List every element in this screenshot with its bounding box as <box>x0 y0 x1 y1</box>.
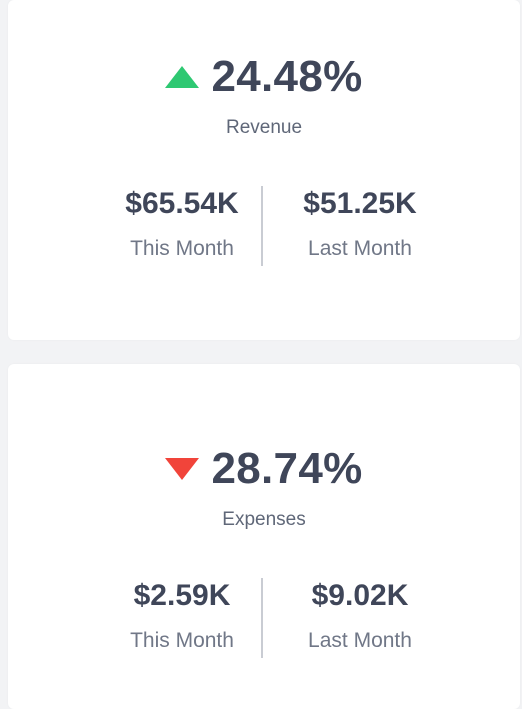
revenue-last-month-label: Last Month <box>308 237 412 260</box>
expenses-change-percent: 28.74% <box>211 444 363 493</box>
expenses-last-month: $9.02K Last Month <box>240 578 480 654</box>
revenue-stats: $65.54K This Month $51.25K Last Month <box>8 186 520 270</box>
expenses-this-month-value: $2.59K <box>133 579 231 612</box>
revenue-change-percent: 24.48% <box>211 52 363 101</box>
revenue-label: Revenue <box>225 117 303 138</box>
expenses-this-month: $2.59K This Month <box>62 578 302 654</box>
stats-divider <box>261 186 263 266</box>
trend-down-arrow-icon <box>165 458 200 480</box>
revenue-headline: 24.48% <box>8 52 520 102</box>
revenue-this-month: $65.54K This Month <box>62 186 302 262</box>
expenses-headline: 28.74% <box>8 444 520 494</box>
trend-up-arrow-icon <box>165 66 200 88</box>
expenses-last-month-value: $9.02K <box>311 579 409 612</box>
revenue-card: 24.48% Revenue $65.54K This Month $51.25… <box>8 0 520 340</box>
revenue-last-month-value: $51.25K <box>303 187 417 220</box>
revenue-this-month-label: This Month <box>130 237 234 260</box>
expenses-stats: $2.59K This Month $9.02K Last Month <box>8 578 520 662</box>
revenue-this-month-value: $65.54K <box>125 187 239 220</box>
expenses-card: 28.74% Expenses $2.59K This Month $9.02K… <box>8 364 520 709</box>
stats-divider <box>261 578 263 658</box>
expenses-label: Expenses <box>222 509 306 530</box>
expenses-last-month-label: Last Month <box>308 629 412 652</box>
expenses-this-month-label: This Month <box>130 629 234 652</box>
revenue-last-month: $51.25K Last Month <box>240 186 480 262</box>
